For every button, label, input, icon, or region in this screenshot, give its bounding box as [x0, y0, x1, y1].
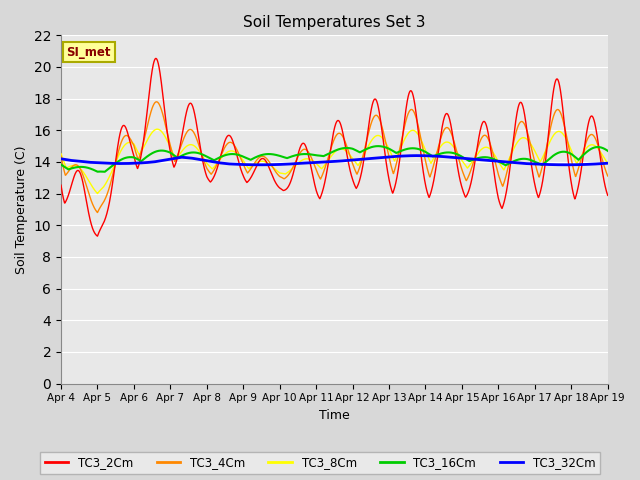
Line: TC3_2Cm: TC3_2Cm — [61, 59, 608, 236]
TC3_16Cm — [362, 146, 370, 152]
TC3_8Cm — [57, 151, 65, 156]
TC3_8Cm — [351, 158, 358, 164]
TC3_16Cm — [556, 149, 564, 155]
TC3_2Cm — [57, 182, 65, 188]
Line: TC3_4Cm: TC3_4Cm — [61, 102, 608, 213]
TC3_32Cm — [410, 153, 417, 158]
TC3_32Cm — [252, 162, 260, 168]
TC3_32Cm — [556, 162, 564, 168]
TC3_2Cm — [210, 174, 218, 180]
TC3_4Cm — [362, 139, 370, 144]
TC3_2Cm — [556, 84, 564, 90]
TC3_32Cm — [493, 158, 501, 164]
Legend: TC3_2Cm, TC3_4Cm, TC3_8Cm, TC3_16Cm, TC3_32Cm: TC3_2Cm, TC3_4Cm, TC3_8Cm, TC3_16Cm, TC3… — [40, 452, 600, 474]
TC3_4Cm — [604, 173, 612, 179]
TC3_8Cm — [93, 191, 101, 196]
TC3_2Cm — [571, 196, 579, 202]
TC3_16Cm — [100, 169, 108, 175]
TC3_32Cm — [362, 156, 370, 162]
TC3_16Cm — [57, 162, 65, 168]
TC3_16Cm — [350, 146, 358, 152]
TC3_2Cm — [493, 192, 501, 197]
TC3_4Cm — [493, 168, 501, 174]
TC3_32Cm — [350, 157, 358, 163]
Y-axis label: Soil Temperature (C): Soil Temperature (C) — [15, 145, 28, 274]
TC3_32Cm — [57, 156, 65, 162]
TC3_8Cm — [493, 157, 501, 163]
TC3_16Cm — [210, 157, 218, 163]
TC3_2Cm — [93, 233, 101, 239]
TC3_4Cm — [556, 108, 564, 114]
TC3_32Cm — [571, 162, 579, 168]
TC3_4Cm — [57, 153, 65, 159]
Text: SI_met: SI_met — [67, 46, 111, 59]
Line: TC3_16Cm: TC3_16Cm — [61, 146, 608, 172]
TC3_2Cm — [604, 192, 612, 198]
TC3_2Cm — [152, 56, 160, 61]
TC3_16Cm — [571, 154, 579, 160]
TC3_4Cm — [351, 166, 358, 171]
Line: TC3_8Cm: TC3_8Cm — [61, 129, 608, 193]
TC3_4Cm — [571, 172, 579, 178]
TC3_32Cm — [604, 160, 612, 166]
TC3_8Cm — [571, 157, 579, 163]
TC3_4Cm — [93, 210, 101, 216]
TC3_2Cm — [362, 139, 370, 145]
TC3_8Cm — [604, 160, 612, 166]
TC3_4Cm — [210, 168, 218, 173]
TC3_16Cm — [604, 148, 612, 154]
Line: TC3_32Cm: TC3_32Cm — [61, 156, 608, 165]
X-axis label: Time: Time — [319, 409, 349, 422]
TC3_8Cm — [210, 164, 218, 170]
TC3_8Cm — [362, 147, 370, 153]
TC3_8Cm — [556, 129, 564, 134]
TC3_8Cm — [154, 126, 161, 132]
TC3_2Cm — [351, 182, 358, 188]
Title: Soil Temperatures Set 3: Soil Temperatures Set 3 — [243, 15, 426, 30]
TC3_16Cm — [493, 158, 501, 164]
TC3_4Cm — [153, 99, 161, 105]
TC3_16Cm — [374, 143, 382, 149]
TC3_32Cm — [210, 159, 218, 165]
